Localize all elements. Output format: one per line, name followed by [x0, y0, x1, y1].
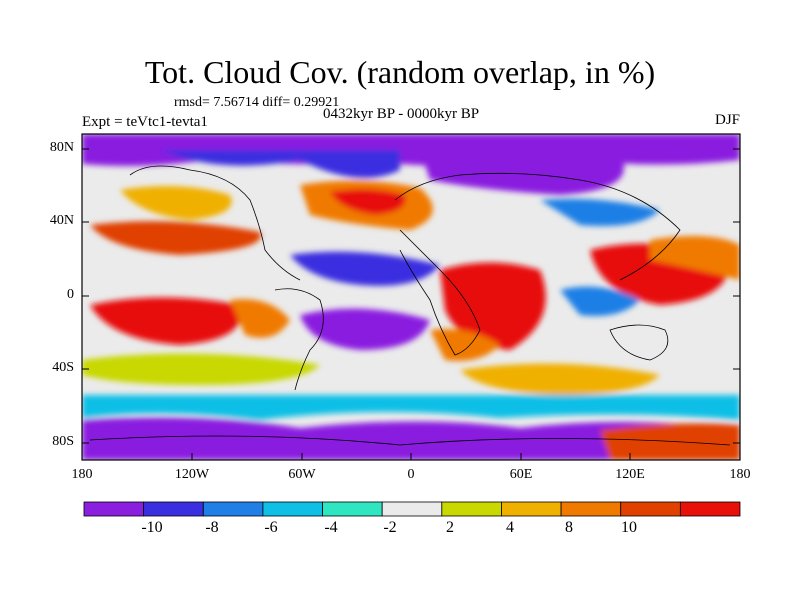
- lon-tick-0: 0: [407, 467, 415, 482]
- coastlines: [89, 165, 731, 446]
- colorbar-swatch: [501, 501, 562, 517]
- map-title: Tot. Cloud Cov. (random overlap, in %): [144, 54, 656, 90]
- season-label: DJF: [714, 112, 740, 128]
- colorbar-label: -4: [324, 519, 338, 536]
- lon-tick-120w: 120W: [174, 467, 210, 482]
- colorbar-label: 4: [506, 519, 514, 536]
- colorbar-label: 10: [621, 519, 637, 536]
- lon-tick-180w: 180: [71, 467, 93, 482]
- lon-tick-60w: 60W: [288, 467, 316, 482]
- colorbar-swatch: [441, 501, 502, 517]
- lat-tick-80n: 80N: [49, 140, 74, 155]
- colorbar-swatch: [262, 501, 323, 517]
- colorbar-swatch: [679, 501, 741, 517]
- stats-line: rmsd= 7.56714 diff= 0.29921: [174, 95, 340, 110]
- colorbar-swatch: [202, 501, 264, 517]
- colorbar-swatch: [560, 501, 622, 517]
- lat-tick-40n: 40N: [49, 213, 74, 228]
- lon-tick-60e: 60E: [509, 467, 533, 482]
- lon-tick-120e: 120E: [615, 467, 645, 482]
- colorbar-label: 8: [565, 519, 573, 536]
- colorbar-swatch: [620, 501, 681, 517]
- lat-tick-eq: 0: [67, 287, 74, 302]
- colorbar-swatch: [381, 501, 443, 517]
- lat-tick-40s: 40S: [52, 360, 74, 375]
- cloud-anomaly-field: [82, 134, 740, 460]
- colorbar-label: -8: [205, 519, 219, 536]
- lat-tick-80s: 80S: [52, 434, 74, 449]
- colorbar-label: -2: [383, 519, 397, 536]
- colorbar-label: -6: [264, 519, 278, 536]
- experiment-label: Expt = teVtc1-tevta1: [82, 114, 208, 130]
- colorbar-swatch: [143, 501, 204, 517]
- colorbar-label: 2: [446, 519, 454, 536]
- colorbar-swatch: [83, 501, 145, 517]
- colorbar: [83, 501, 741, 517]
- lon-tick-180e: 180: [729, 467, 751, 482]
- colorbar-label: -10: [141, 519, 163, 536]
- colorbar-swatch: [322, 501, 383, 517]
- period-line: 0432kyr BP - 0000kyr BP: [323, 106, 480, 122]
